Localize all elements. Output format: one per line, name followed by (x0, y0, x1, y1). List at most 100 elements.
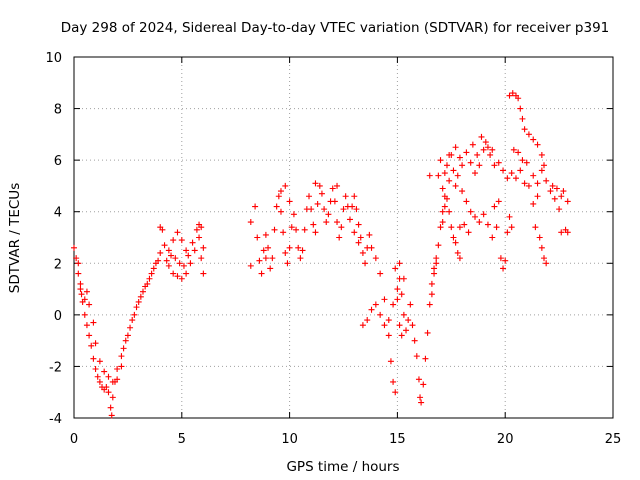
data-point (564, 198, 571, 205)
data-point (415, 376, 422, 383)
data-point (508, 224, 515, 231)
data-point (277, 208, 284, 215)
data-point (368, 306, 375, 313)
data-point (86, 332, 93, 339)
data-point (265, 244, 272, 251)
data-point (508, 170, 515, 177)
data-point (504, 175, 511, 182)
data-point (413, 353, 420, 360)
data-point (502, 257, 509, 264)
data-point (543, 177, 550, 184)
data-point (109, 378, 116, 385)
x-tick-label: 25 (605, 432, 622, 447)
data-point (441, 170, 448, 177)
data-point (446, 177, 453, 184)
data-point (454, 172, 461, 179)
axis-ticks (73, 56, 614, 419)
data-point (342, 193, 349, 200)
data-point (446, 151, 453, 158)
data-point (390, 378, 397, 385)
data-point (450, 167, 457, 174)
data-point (467, 208, 474, 215)
data-point (435, 172, 442, 179)
data-point (135, 298, 142, 305)
data-point (409, 322, 416, 329)
x-tick-label: 10 (281, 432, 298, 447)
data-point (443, 195, 450, 202)
data-point (200, 244, 207, 251)
data-point (170, 237, 177, 244)
data-point (530, 172, 537, 179)
data-point (77, 280, 84, 287)
data-point (187, 260, 194, 267)
x-tick-label: 0 (70, 432, 78, 447)
data-point (165, 262, 172, 269)
data-point (120, 345, 127, 352)
data-point (407, 301, 414, 308)
data-point (157, 249, 164, 256)
data-point (506, 213, 513, 220)
data-point (355, 221, 362, 228)
data-point (551, 195, 558, 202)
data-point (558, 193, 565, 200)
data-point (439, 219, 446, 226)
x-tick-label: 15 (389, 432, 406, 447)
data-point (329, 185, 336, 192)
data-point (124, 332, 131, 339)
data-point (465, 229, 472, 236)
data-point (456, 154, 463, 161)
data-point (334, 182, 341, 189)
data-point (280, 229, 287, 236)
data-point (262, 231, 269, 238)
data-point (411, 337, 418, 344)
data-point (247, 262, 254, 269)
data-point (437, 157, 444, 164)
data-point (435, 242, 442, 249)
data-point (428, 291, 435, 298)
data-point (172, 255, 179, 262)
data-point (133, 304, 140, 311)
data-point (185, 252, 192, 259)
data-point (108, 412, 115, 419)
data-point (489, 146, 496, 153)
data-point (178, 237, 185, 244)
data-point (271, 226, 278, 233)
data-point (83, 288, 90, 295)
data-points (71, 90, 571, 419)
data-point (504, 229, 511, 236)
data-point (450, 234, 457, 241)
data-point (512, 175, 519, 182)
plot-frame (73, 56, 614, 419)
data-point (364, 317, 371, 324)
data-point (372, 255, 379, 262)
data-point (96, 358, 103, 365)
data-point (286, 198, 293, 205)
data-point (560, 188, 567, 195)
y-tick-label: 8 (54, 103, 62, 118)
data-point (523, 159, 530, 166)
data-point (403, 327, 410, 334)
data-point (308, 206, 315, 213)
data-point (193, 226, 200, 233)
data-point (487, 151, 494, 158)
data-point (118, 353, 125, 360)
data-point (405, 317, 412, 324)
data-point (109, 394, 116, 401)
data-point (478, 133, 485, 140)
data-point (198, 255, 205, 262)
data-point (474, 151, 481, 158)
data-point (174, 273, 181, 280)
data-point (495, 198, 502, 205)
data-point (553, 185, 560, 192)
data-point (437, 224, 444, 231)
data-point (301, 226, 308, 233)
data-point (321, 206, 328, 213)
data-point (392, 265, 399, 272)
data-point (247, 219, 254, 226)
data-point (269, 255, 276, 262)
data-point (394, 286, 401, 293)
data-point (532, 224, 539, 231)
data-point (94, 373, 101, 380)
data-point (534, 141, 541, 148)
data-point (148, 270, 155, 277)
